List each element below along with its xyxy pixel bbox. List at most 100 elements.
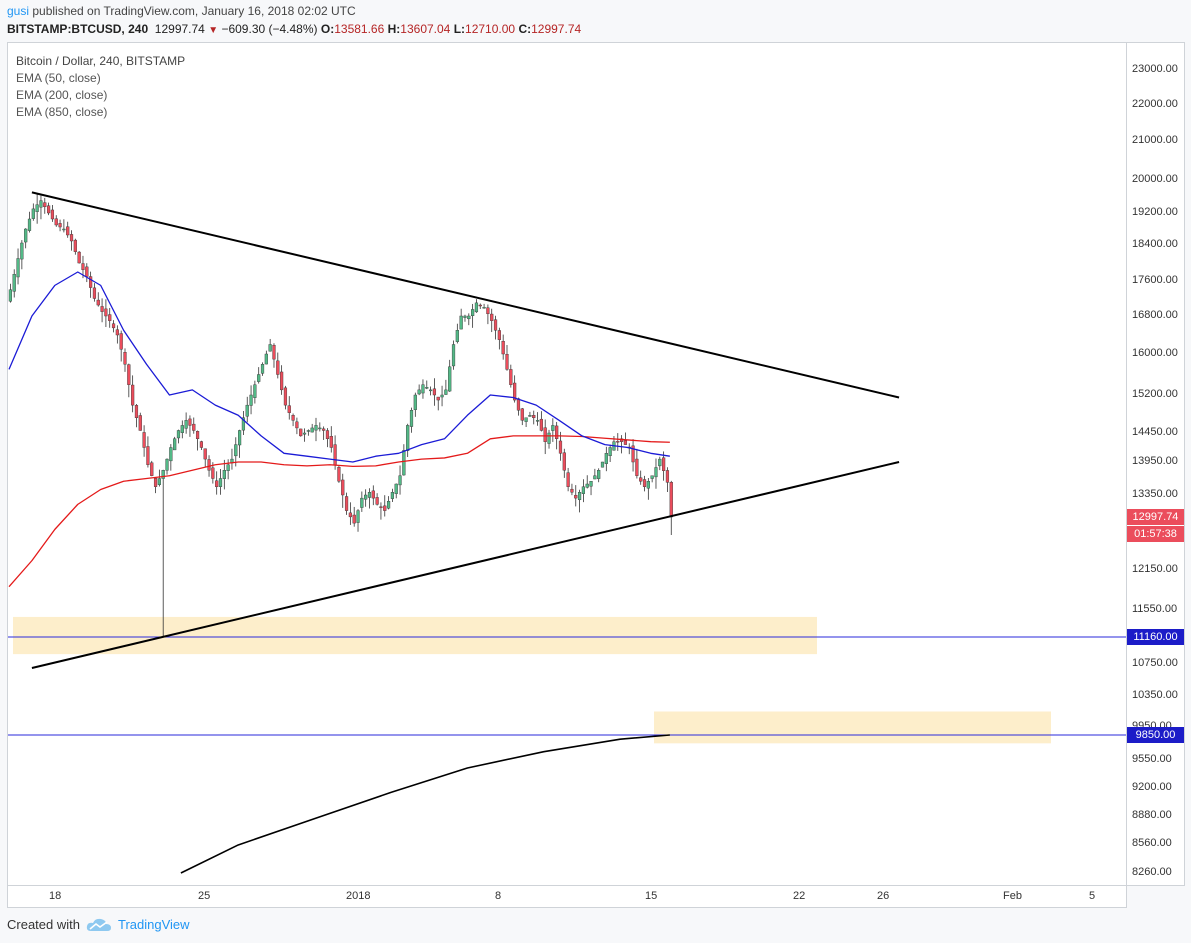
candle-body [364, 494, 368, 500]
candle-body [444, 389, 448, 395]
level-price-badge: 11160.00 [1127, 629, 1184, 645]
price-tick-label: 19200.00 [1132, 206, 1178, 218]
legend-ema-50[interactable]: EMA (50, close) [16, 71, 101, 85]
price-chart[interactable] [8, 43, 1127, 886]
candle-body [245, 404, 249, 417]
candle-body [295, 421, 299, 429]
candle-body [478, 304, 482, 307]
ema-850-line [180, 734, 670, 874]
candle-body [203, 448, 207, 460]
candle-body [31, 208, 35, 219]
candle-body [608, 447, 612, 457]
candle-body [207, 459, 211, 471]
candle-body [287, 405, 291, 413]
candle-body [509, 369, 513, 385]
candle-body [474, 302, 479, 313]
candle-body [39, 200, 43, 208]
candle-body [188, 418, 192, 426]
candle-body [581, 486, 585, 494]
candle-body [100, 306, 104, 312]
candle-body [58, 223, 62, 228]
candle-body [451, 344, 456, 367]
candle-body [394, 483, 398, 494]
candle-body [184, 420, 188, 429]
candle-body [314, 425, 318, 431]
candle-body [463, 315, 467, 318]
candle-body [199, 441, 203, 448]
candle-body [325, 430, 330, 440]
candle-body [257, 374, 261, 382]
time-axis[interactable]: 18 25 2018 8 15 22 26 Feb 5 [7, 886, 1127, 908]
price-tick-label: 21000.00 [1132, 134, 1178, 146]
candle-body [402, 450, 406, 476]
candle-body [532, 415, 536, 419]
candle-body [486, 307, 490, 315]
candle-body [593, 475, 597, 480]
tradingview-cloud-icon [86, 918, 111, 931]
price-change: −609.30 (−4.48%) [221, 22, 318, 36]
tradingview-logo-text[interactable]: TradingView [117, 917, 190, 932]
price-tick-label: 16800.00 [1132, 309, 1178, 321]
candle-body [467, 315, 471, 320]
candle-body [635, 458, 639, 476]
candle-body [639, 477, 643, 482]
price-tick-label: 10750.00 [1132, 657, 1178, 669]
price-axis[interactable]: 23000.00 22000.00 21000.00 20000.00 19200.00… [1127, 42, 1185, 886]
candle-body [161, 470, 165, 479]
candle-body [528, 415, 532, 417]
candle-body [577, 492, 582, 501]
time-tick-label: 2018 [346, 890, 371, 902]
candle-body [69, 234, 74, 242]
candle-body [505, 354, 509, 370]
candle-body [539, 418, 543, 431]
close-label: C: [518, 22, 532, 36]
time-tick-label: 15 [645, 890, 658, 902]
high-value: 13607.04 [400, 22, 451, 36]
candle-body [421, 384, 425, 394]
candle-body [306, 430, 310, 432]
price-tick-label: 9550.00 [1132, 753, 1172, 765]
candle-body [283, 387, 288, 406]
candle-body [260, 364, 265, 374]
candle-body [570, 488, 574, 493]
candle-body [81, 263, 85, 270]
publish-info: published on TradingView.com, January 16… [29, 4, 356, 18]
candle-body [558, 440, 563, 454]
open-label: O: [320, 22, 335, 36]
candle-body [348, 512, 352, 518]
candle-body [16, 258, 20, 278]
candle-body [440, 394, 444, 398]
candle-body [50, 209, 55, 220]
down-arrow-icon: ▼ [208, 25, 219, 36]
candle-body [520, 408, 524, 421]
candle-body [417, 389, 421, 395]
candle-body [157, 478, 161, 485]
candle-body [85, 266, 89, 277]
candle-body [96, 299, 100, 306]
candle-body [241, 417, 246, 431]
bar-countdown-badge: 01:57:38 [1127, 526, 1184, 543]
price-tick-label: 14450.00 [1132, 426, 1178, 438]
candle-body [379, 506, 383, 508]
candle-body [516, 398, 521, 411]
candle-body [490, 313, 494, 321]
candle-body [585, 483, 589, 488]
candle-body [409, 410, 414, 427]
candle-body [92, 287, 97, 299]
legend-ema-200[interactable]: EMA (200, close) [16, 88, 108, 102]
time-tick-label: 26 [877, 890, 890, 902]
candle-body [222, 470, 226, 479]
ema-200-line [8, 435, 670, 588]
candle-body [459, 315, 463, 330]
candle-body [211, 467, 215, 479]
candle-body [597, 470, 601, 479]
support-zone-2 [654, 711, 1051, 744]
candle-body [131, 384, 135, 406]
author-link[interactable]: gusi [7, 4, 30, 18]
upper-trendline [31, 191, 900, 399]
ema-50-line [8, 271, 670, 463]
candle-body [604, 453, 608, 464]
candle-body [173, 438, 177, 451]
chart-pane[interactable]: Bitcoin / Dollar, 240, BITSTAMP EMA (50,… [7, 42, 1127, 886]
legend-ema-850[interactable]: EMA (850, close) [16, 105, 108, 119]
